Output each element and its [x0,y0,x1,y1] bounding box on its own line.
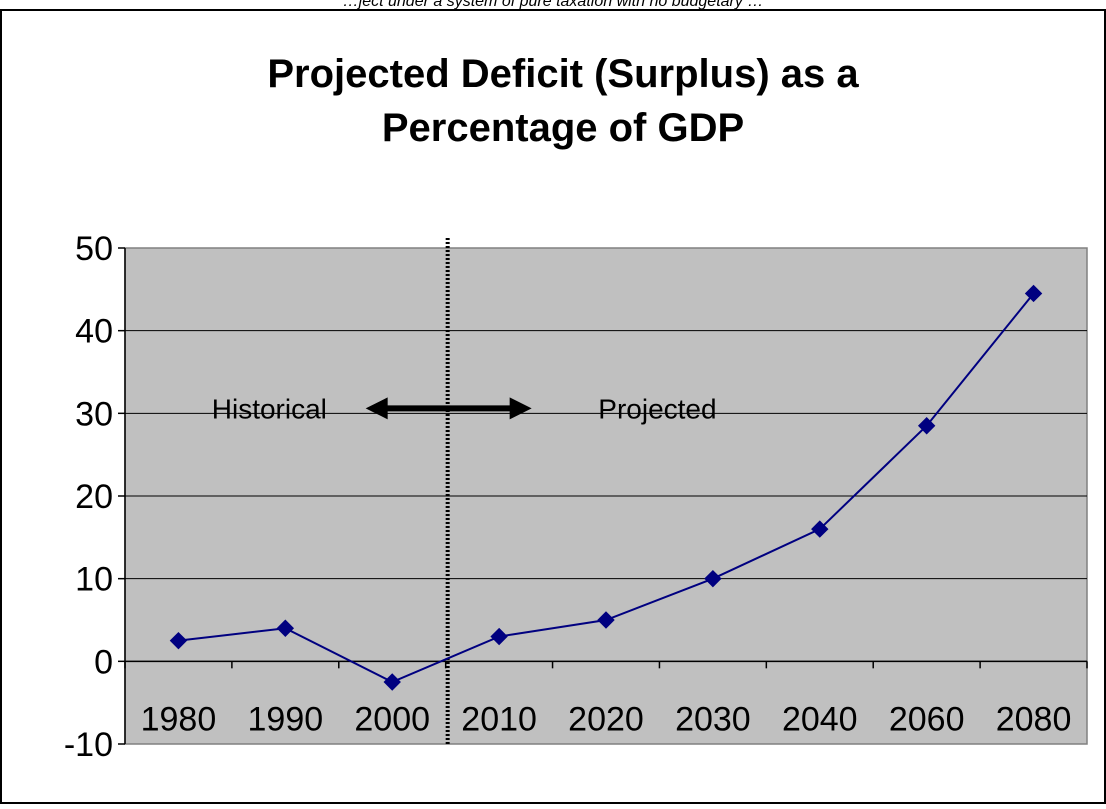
chart-title-line-2: Percentage of GDP [382,106,744,150]
data-point-marker [383,673,401,691]
chart-title-line-1: Projected Deficit (Surplus) as a [267,52,859,96]
y-tick-label: 10 [75,561,113,599]
data-point-marker [597,611,615,629]
y-tick-label: 30 [75,395,113,433]
y-tick-label: 50 [75,230,113,268]
data-point-marker [1024,284,1043,303]
x-axis: 1980 1990 2000 2010 2020 2030 2040 2060 2080 [124,660,1088,738]
x-tick-label: 1980 [141,700,217,738]
arrow-head-left [365,397,388,420]
arrow-head-right [509,397,532,420]
x-tick-label: 2020 [568,700,644,738]
y-tick-label: 40 [75,313,113,351]
x-tick-label: 1990 [248,700,324,738]
data-point-marker [169,631,188,650]
data-point-marker [917,417,936,435]
x-tick-label: 2030 [675,700,751,738]
x-tick-label: 2010 [461,700,537,738]
data-point-marker [704,569,722,588]
x-tick-label: 2000 [354,700,430,738]
data-point-marker [276,619,295,637]
projected-label: Projected [598,393,716,424]
series-group [169,284,1043,691]
data-point-marker [490,627,508,646]
annotations: Historical Projected [212,238,717,744]
double-arrow-icon [365,397,532,420]
data-point-marker [811,520,829,538]
x-tick-label: 2060 [889,700,965,738]
y-tick-label: -10 [64,726,113,764]
x-tick-label: 2040 [782,700,858,738]
y-axis: -10 0 10 20 30 40 50 [64,230,126,764]
historical-label: Historical [212,393,327,424]
x-tick-label: 2080 [996,700,1072,738]
y-tick-label: 20 [75,478,113,516]
header-text: …ject under a system of pure taxation wi… [343,0,764,10]
y-tick-label: 0 [94,643,113,681]
